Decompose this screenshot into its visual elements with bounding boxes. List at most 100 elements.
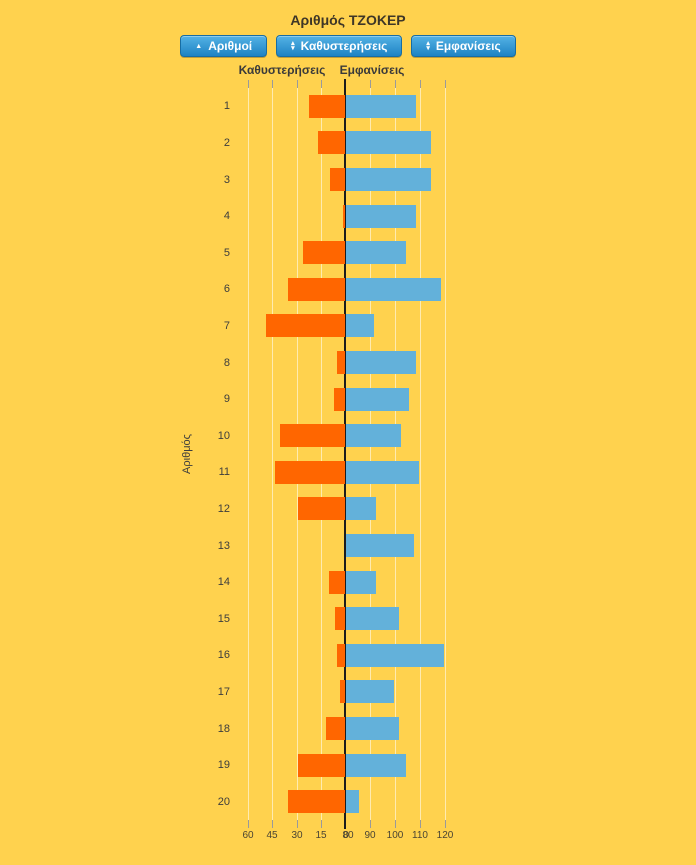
plot-area: 60 45 30 15 90 100 110 120 0 80 1 2 3 4 5 6 7 8 9 10 11 12 13 1… [218, 79, 470, 841]
row-label: 2 [223, 136, 230, 149]
delay-bar[interactable] [298, 497, 345, 521]
axis-tick [445, 820, 446, 828]
appearance-bar[interactable] [346, 94, 416, 118]
appearance-bar[interactable] [346, 277, 441, 301]
axis-tick [370, 80, 371, 88]
row-label: 10 [217, 429, 230, 442]
appearance-bar[interactable] [346, 460, 419, 484]
delay-bar[interactable] [288, 790, 345, 814]
axis-tick [395, 80, 396, 88]
delay-bar[interactable] [328, 570, 345, 594]
axis-tick [272, 80, 273, 88]
delay-bar[interactable] [280, 424, 345, 448]
axis-tick [395, 820, 396, 828]
x-axis-label: 60 [242, 830, 254, 841]
appearances-axis-header: Εμφανίσεις [339, 63, 405, 77]
row-label: 14 [217, 576, 230, 589]
delay-bar[interactable] [330, 168, 345, 191]
axis-tick [272, 820, 273, 828]
row-label: 1 [223, 100, 230, 113]
delay-bar[interactable] [275, 460, 345, 484]
sort-ascending-icon: ▲ [195, 42, 203, 50]
appearance-bar[interactable] [346, 643, 444, 667]
gridline [248, 88, 249, 820]
appearance-bar[interactable] [346, 424, 401, 448]
x-axis-label: 90 [364, 830, 376, 841]
delay-bar[interactable] [265, 314, 345, 338]
delay-bar[interactable] [288, 277, 345, 301]
axis-tick [321, 80, 322, 88]
axis-tick [248, 820, 249, 828]
row-label: 18 [217, 722, 230, 735]
appearance-bar[interactable] [346, 168, 431, 191]
gridline [395, 88, 396, 820]
row-label: 11 [218, 466, 230, 479]
axis-tick [248, 80, 249, 88]
appearance-bar[interactable] [346, 534, 414, 557]
x-axis-label-eighty: 80 [342, 830, 354, 841]
sort-both-icon: ▴ ▾ [291, 40, 295, 52]
delay-bar[interactable] [340, 680, 345, 704]
appearance-bar[interactable] [346, 790, 359, 814]
x-axis-label: 45 [266, 830, 278, 841]
gridline [297, 88, 298, 820]
axis-tick [445, 80, 446, 88]
appearance-bar[interactable] [346, 570, 376, 594]
appearance-bar[interactable] [346, 607, 399, 631]
appearance-bar[interactable] [346, 387, 409, 411]
axis-tick [297, 820, 298, 828]
row-label: 9 [223, 393, 230, 406]
appearance-bar[interactable] [346, 717, 399, 740]
delay-bar[interactable] [333, 387, 345, 411]
delay-bar[interactable] [298, 753, 345, 777]
delay-bar[interactable] [335, 607, 345, 631]
row-label: 8 [223, 356, 230, 369]
appearance-bar[interactable] [346, 497, 376, 521]
appearance-bar[interactable] [346, 131, 431, 155]
delay-bar[interactable] [336, 643, 345, 667]
row-label: 5 [223, 246, 230, 259]
axis-tick [297, 80, 298, 88]
axis-tick [321, 820, 322, 828]
row-label: 16 [217, 649, 230, 662]
x-axis-label: 120 [436, 830, 454, 841]
appearance-bar[interactable] [346, 241, 406, 265]
gridline [321, 88, 322, 820]
row-label: 13 [217, 539, 230, 552]
appearance-bar[interactable] [346, 351, 416, 374]
axis-tick [420, 80, 421, 88]
appearance-bar[interactable] [346, 314, 374, 338]
delays-axis-header: Καθυστερήσεις [238, 63, 326, 77]
sort-delays-button[interactable]: ▴ ▾ Καθυστερήσεις [276, 35, 403, 57]
appearance-bar[interactable] [346, 753, 406, 777]
delay-bar[interactable] [325, 717, 345, 740]
x-axis-label: 30 [291, 830, 303, 841]
sort-appearances-button[interactable]: ▴ ▾ Εμφανίσεις [411, 35, 516, 57]
chart-title: Αριθμός ΤΖΟΚΕΡ [290, 12, 406, 28]
zero-baseline [344, 79, 346, 829]
gridline [272, 88, 273, 820]
row-label: 20 [217, 795, 230, 808]
sort-numbers-label: Αριθμοί [208, 39, 253, 53]
appearance-bar[interactable] [346, 204, 416, 228]
row-label: 15 [217, 612, 230, 625]
delay-bar[interactable] [336, 351, 345, 374]
x-axis-label: 110 [412, 830, 428, 841]
row-label: 12 [217, 502, 230, 515]
row-label: 17 [217, 685, 230, 698]
delay-bar[interactable] [317, 131, 345, 155]
sort-numbers-button[interactable]: ▲ Αριθμοί [180, 35, 268, 57]
sort-both-icon: ▴ ▾ [426, 40, 430, 52]
delay-bar[interactable] [309, 94, 345, 118]
appearance-bar[interactable] [346, 680, 394, 704]
row-label: 6 [223, 283, 230, 296]
delay-bar[interactable] [343, 204, 345, 228]
delay-bar[interactable] [302, 241, 345, 265]
row-label: 3 [223, 173, 230, 186]
x-axis-label-zero: 0 [343, 830, 349, 841]
x-axis-label: 100 [386, 830, 404, 841]
row-label: 19 [217, 759, 230, 772]
row-label: 7 [223, 319, 230, 332]
row-label: 4 [223, 210, 230, 223]
